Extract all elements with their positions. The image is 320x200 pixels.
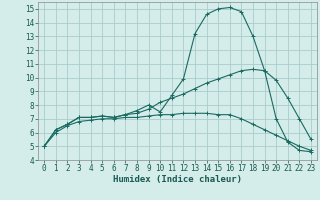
X-axis label: Humidex (Indice chaleur): Humidex (Indice chaleur) <box>113 175 242 184</box>
